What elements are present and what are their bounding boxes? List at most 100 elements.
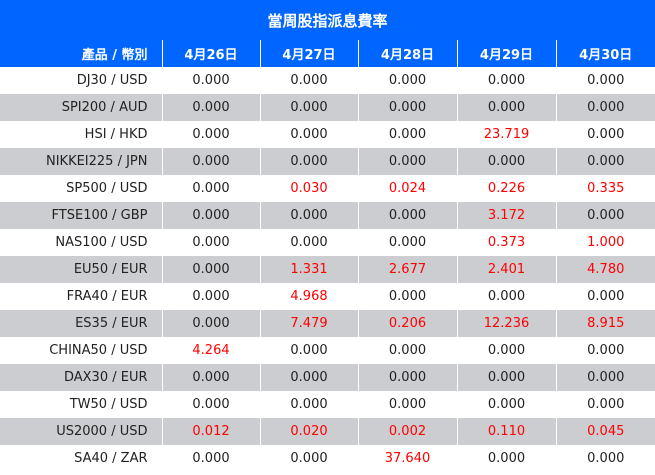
rate-cell: 0.012 (162, 418, 261, 445)
table-row: NIKKEI225 / JPN 0.000 0.000 0.000 0.000 0.000 (0, 148, 655, 175)
table-row: FTSE100 / GBP 0.000 0.000 0.000 3.172 0.000 (0, 202, 655, 229)
rate-cell: 0.000 (358, 67, 458, 94)
product-cell: SPI200 / AUD (0, 94, 163, 121)
table-row: SP500 / USD 0.000 0.030 0.024 0.226 0.335 (0, 175, 655, 202)
table-row: HSI / HKD 0.000 0.000 0.000 23.719 0.000 (0, 121, 655, 148)
rate-cell: 0.000 (556, 283, 655, 310)
table-row: FRA40 / EUR 0.000 4.968 0.000 0.000 0.000 (0, 283, 655, 310)
rate-cell: 0.000 (556, 148, 655, 175)
rate-cell: 0.000 (457, 364, 557, 391)
rate-cell: 0.000 (457, 67, 557, 94)
rate-cell: 4.968 (260, 283, 359, 310)
rate-cell: 0.206 (358, 310, 458, 337)
product-cell: HSI / HKD (0, 121, 163, 148)
product-cell: EU50 / EUR (0, 256, 163, 283)
rate-cell: 0.000 (358, 391, 458, 418)
rate-cell: 8.915 (556, 310, 655, 337)
product-cell: FTSE100 / GBP (0, 202, 163, 229)
rate-cell: 0.000 (162, 202, 261, 229)
rate-cell: 0.226 (457, 175, 557, 202)
rate-cell: 1.000 (556, 229, 655, 256)
column-header-date: 4月30日 (556, 40, 655, 67)
product-cell: DAX30 / EUR (0, 364, 163, 391)
column-header-date: 4月26日 (162, 40, 261, 67)
rate-cell: 0.000 (260, 121, 359, 148)
rate-cell: 0.000 (358, 337, 458, 364)
rate-cell: 0.000 (260, 337, 359, 364)
rate-cell: 0.000 (556, 67, 655, 94)
rate-cell: 23.719 (457, 121, 557, 148)
rate-cell: 0.000 (358, 364, 458, 391)
rate-cell: 0.000 (162, 283, 261, 310)
table-row: US2000 / USD 0.012 0.020 0.002 0.110 0.045 (0, 418, 655, 445)
rate-cell: 0.000 (358, 94, 458, 121)
table-row: SA40 / ZAR 0.000 0.000 37.640 0.000 0.000 (0, 445, 655, 472)
table-body: DJ30 / USD 0.000 0.000 0.000 0.000 0.000 SPI20… (0, 67, 655, 472)
rate-cell: 2.401 (457, 256, 557, 283)
rate-cell: 0.335 (556, 175, 655, 202)
rate-cell: 0.000 (457, 283, 557, 310)
rate-cell: 0.000 (457, 337, 557, 364)
rate-cell: 0.000 (162, 148, 261, 175)
product-cell: NAS100 / USD (0, 229, 163, 256)
rate-cell: 0.024 (358, 175, 458, 202)
rate-cell: 2.677 (358, 256, 458, 283)
rate-cell: 0.000 (162, 445, 261, 472)
rate-cell: 0.000 (260, 445, 359, 472)
rate-cell: 0.000 (457, 94, 557, 121)
rate-cell: 0.000 (260, 94, 359, 121)
rate-cell: 0.000 (162, 121, 261, 148)
product-cell: SP500 / USD (0, 175, 163, 202)
rate-cell: 0.000 (260, 364, 359, 391)
table-row: CHINA50 / USD 4.264 0.000 0.000 0.000 0.000 (0, 337, 655, 364)
rate-cell: 0.000 (358, 148, 458, 175)
rate-cell: 0.000 (556, 94, 655, 121)
rate-cell: 0.000 (457, 148, 557, 175)
rate-cell: 0.000 (260, 67, 359, 94)
rate-cell: 0.000 (556, 364, 655, 391)
rate-cell: 0.000 (162, 310, 261, 337)
rate-cell: 0.000 (162, 67, 261, 94)
rate-cell: 0.000 (162, 391, 261, 418)
rate-cell: 0.000 (556, 121, 655, 148)
rate-cell: 0.000 (162, 175, 261, 202)
product-cell: SA40 / ZAR (0, 445, 163, 472)
rate-cell: 0.045 (556, 418, 655, 445)
rate-cell: 0.000 (457, 445, 557, 472)
table-header: 產品 / 幣別 4月26日 4月27日 4月28日 4月29日 4月30日 (0, 40, 655, 67)
rate-cell: 0.000 (556, 202, 655, 229)
column-header-date: 4月28日 (358, 40, 458, 67)
rate-cell: 3.172 (457, 202, 557, 229)
rate-cell: 0.000 (556, 391, 655, 418)
rate-cell: 0.000 (358, 121, 458, 148)
rate-cell: 0.000 (556, 337, 655, 364)
rate-cell: 7.479 (260, 310, 359, 337)
rate-cell: 0.000 (358, 283, 458, 310)
rate-cell: 0.000 (260, 148, 359, 175)
product-cell: CHINA50 / USD (0, 337, 163, 364)
product-cell: US2000 / USD (0, 418, 163, 445)
table-row: EU50 / EUR 0.000 1.331 2.677 2.401 4.780 (0, 256, 655, 283)
table-row: ES35 / EUR 0.000 7.479 0.206 12.236 8.915 (0, 310, 655, 337)
rate-cell: 0.020 (260, 418, 359, 445)
table-row: TW50 / USD 0.000 0.000 0.000 0.000 0.000 (0, 391, 655, 418)
rate-cell: 0.000 (260, 391, 359, 418)
rate-cell: 4.264 (162, 337, 261, 364)
rate-cell: 0.373 (457, 229, 557, 256)
dividend-rate-table: 產品 / 幣別 4月26日 4月27日 4月28日 4月29日 4月30日 DJ… (0, 40, 655, 472)
rate-cell: 0.000 (162, 364, 261, 391)
rate-cell: 0.000 (457, 391, 557, 418)
table-row: NAS100 / USD 0.000 0.000 0.000 0.373 1.000 (0, 229, 655, 256)
rate-cell: 0.000 (162, 229, 261, 256)
rate-cell: 0.000 (162, 94, 261, 121)
product-cell: DJ30 / USD (0, 67, 163, 94)
rate-cell: 0.000 (358, 229, 458, 256)
rate-cell: 12.236 (457, 310, 557, 337)
product-cell: ES35 / EUR (0, 310, 163, 337)
rate-cell: 0.000 (260, 202, 359, 229)
column-header-date: 4月29日 (457, 40, 557, 67)
rate-cell: 37.640 (358, 445, 458, 472)
rate-cell: 4.780 (556, 256, 655, 283)
rate-cell: 0.030 (260, 175, 359, 202)
